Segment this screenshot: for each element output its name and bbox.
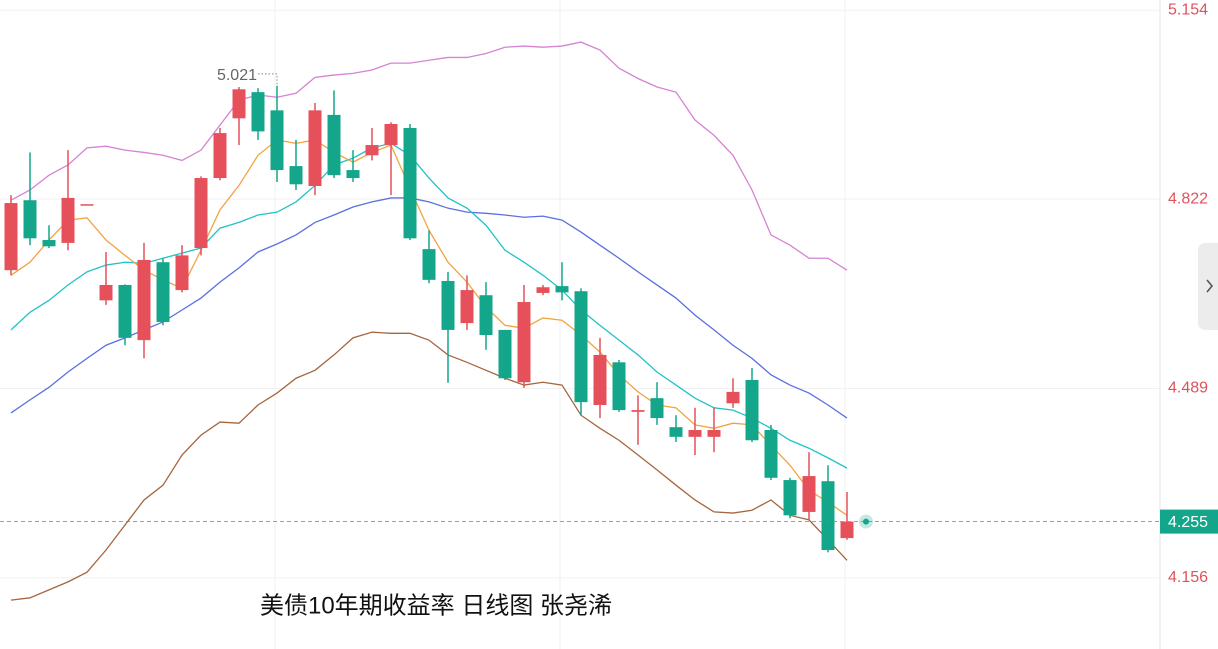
- candle-body: [61, 197, 75, 243]
- candle-body: [821, 481, 835, 551]
- candle-body: [42, 240, 56, 247]
- indicator-line: [10, 331, 848, 601]
- indicator-line: [10, 139, 848, 516]
- candle-body: [745, 379, 759, 441]
- max-high-label: 5.021: [217, 67, 257, 84]
- candle-body: [137, 259, 151, 341]
- candle-body: [764, 430, 778, 478]
- candle-body: [308, 110, 322, 186]
- candle-body: [175, 255, 189, 291]
- candle-body: [555, 286, 569, 293]
- candle-body: [479, 295, 493, 336]
- candle-body: [517, 302, 531, 383]
- indicator-lines: [10, 41, 848, 601]
- candle-body: [783, 480, 797, 516]
- candle-body: [726, 391, 740, 404]
- side-button-bg[interactable]: [1198, 243, 1218, 330]
- candle-body: [251, 92, 265, 132]
- candle-body: [232, 89, 246, 119]
- y-tick-label: 5.154: [1168, 1, 1208, 18]
- candle-body: [403, 127, 417, 239]
- candle-body: [574, 291, 588, 403]
- candle-body: [156, 262, 170, 322]
- candle-body: [118, 284, 132, 338]
- y-tick-label: 4.156: [1168, 569, 1208, 586]
- candle-body: [669, 427, 683, 437]
- chevron-icon[interactable]: [1206, 279, 1214, 293]
- indicator-line: [10, 142, 848, 469]
- candle-body: [23, 200, 37, 239]
- candle-body: [441, 280, 455, 330]
- last-price-label: 4.255: [1168, 514, 1208, 531]
- candle-body: [593, 354, 607, 405]
- side-arrow-button[interactable]: [1198, 243, 1218, 330]
- max-high-pointer: [258, 73, 278, 86]
- candle-body: [213, 133, 227, 179]
- candle-body: [460, 290, 474, 324]
- y-tick-label: 4.489: [1168, 380, 1208, 397]
- overlay: 5.021: [0, 67, 1160, 529]
- candle-body: [384, 123, 398, 146]
- candle-body: [346, 170, 360, 179]
- candle-body: [536, 287, 550, 293]
- last-price-box: [1160, 509, 1218, 534]
- candle-body: [99, 284, 113, 301]
- candle-body: [688, 430, 702, 437]
- candle-body: [327, 114, 341, 176]
- candle-body: [422, 249, 436, 280]
- candle-body: [80, 204, 94, 206]
- y-axis: 5.154 4.822 4.489 4.156 4.255: [1160, 1, 1218, 586]
- last-price-dot: [863, 518, 869, 525]
- candle-body: [289, 166, 303, 185]
- candle-body: [631, 410, 645, 412]
- y-tick-label: 4.822: [1168, 190, 1208, 207]
- candles: [4, 85, 854, 553]
- candle-body: [650, 398, 664, 419]
- chart-title: 美债10年期收益率 日线图 张尧浠: [260, 592, 612, 619]
- candle-body: [707, 430, 721, 437]
- candle-body: [612, 362, 626, 411]
- candle-body: [365, 145, 379, 156]
- candle-body: [194, 178, 208, 248]
- candle-body: [802, 476, 816, 512]
- candle-body: [840, 521, 854, 539]
- candle-body: [270, 110, 284, 171]
- candle-body: [4, 203, 18, 271]
- candle-body: [498, 329, 512, 379]
- indicator-line: [10, 41, 848, 271]
